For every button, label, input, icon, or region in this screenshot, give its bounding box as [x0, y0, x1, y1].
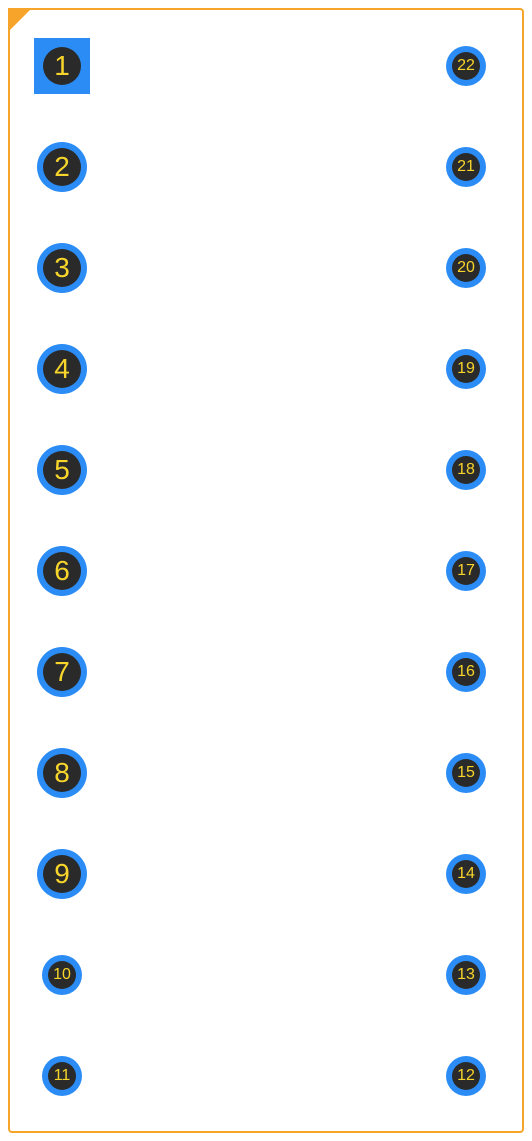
- right-pin-17: 17: [446, 551, 486, 591]
- right-pin-22: 22: [446, 46, 486, 86]
- pin-hole: 5: [43, 451, 81, 489]
- pin-label: 13: [457, 966, 475, 984]
- right-pin-21: 21: [446, 147, 486, 187]
- pin-hole: 6: [43, 552, 81, 590]
- right-pin-16: 16: [446, 652, 486, 692]
- pin-label: 6: [54, 555, 70, 587]
- pin-label: 15: [457, 764, 475, 782]
- left-pin-3: 3: [37, 243, 87, 293]
- pin-hole: 21: [452, 153, 480, 181]
- left-pin-11: 11: [42, 1056, 82, 1096]
- left-pin-7: 7: [37, 647, 87, 697]
- pin-hole: 19: [452, 355, 480, 383]
- pin-label: 1: [54, 50, 70, 82]
- pin-hole: 20: [452, 254, 480, 282]
- left-pin-9: 9: [37, 849, 87, 899]
- pin-hole: 22: [452, 52, 480, 80]
- pin1-corner-marker: [8, 8, 32, 32]
- pin-label: 18: [457, 461, 475, 479]
- pin-label: 20: [457, 259, 475, 277]
- left-pin-8: 8: [37, 748, 87, 798]
- pin-hole: 3: [43, 249, 81, 287]
- pin-label: 9: [54, 858, 70, 890]
- pin-label: 8: [54, 757, 70, 789]
- pin-label: 19: [457, 360, 475, 378]
- pin-hole: 17: [452, 557, 480, 585]
- pin-hole: 8: [43, 754, 81, 792]
- pin-label: 21: [457, 158, 475, 176]
- right-pin-15: 15: [446, 753, 486, 793]
- pin-label: 7: [54, 656, 70, 688]
- pin-hole: 16: [452, 658, 480, 686]
- right-pin-14: 14: [446, 854, 486, 894]
- left-pin-6: 6: [37, 546, 87, 596]
- pin-label: 11: [54, 1067, 71, 1085]
- left-pin-5: 5: [37, 445, 87, 495]
- pin-label: 22: [457, 57, 475, 75]
- pin-label: 5: [54, 454, 70, 486]
- pin-label: 4: [54, 353, 70, 385]
- pin-hole: 1: [43, 47, 81, 85]
- left-pin-4: 4: [37, 344, 87, 394]
- pin-hole: 13: [452, 961, 480, 989]
- pin-hole: 9: [43, 855, 81, 893]
- pin-hole: 10: [48, 961, 76, 989]
- pin-label: 10: [53, 966, 71, 984]
- right-pin-18: 18: [446, 450, 486, 490]
- pin-label: 17: [457, 562, 475, 580]
- pin-label: 2: [54, 151, 70, 183]
- pin-hole: 11: [48, 1062, 76, 1090]
- right-pin-19: 19: [446, 349, 486, 389]
- pin-hole: 12: [452, 1062, 480, 1090]
- pin-hole: 18: [452, 456, 480, 484]
- right-pin-13: 13: [446, 955, 486, 995]
- pin-hole: 15: [452, 759, 480, 787]
- pin-hole: 14: [452, 860, 480, 888]
- right-pin-20: 20: [446, 248, 486, 288]
- left-pin-2: 2: [37, 142, 87, 192]
- pin-label: 16: [457, 663, 475, 681]
- pin-hole: 7: [43, 653, 81, 691]
- pin-label: 14: [457, 865, 475, 883]
- pin-hole: 2: [43, 148, 81, 186]
- pin-label: 12: [457, 1067, 475, 1085]
- left-pin-10: 10: [42, 955, 82, 995]
- pin-label: 3: [54, 252, 70, 284]
- pin-hole: 4: [43, 350, 81, 388]
- left-pin-1: 1: [37, 41, 87, 91]
- right-pin-12: 12: [446, 1056, 486, 1096]
